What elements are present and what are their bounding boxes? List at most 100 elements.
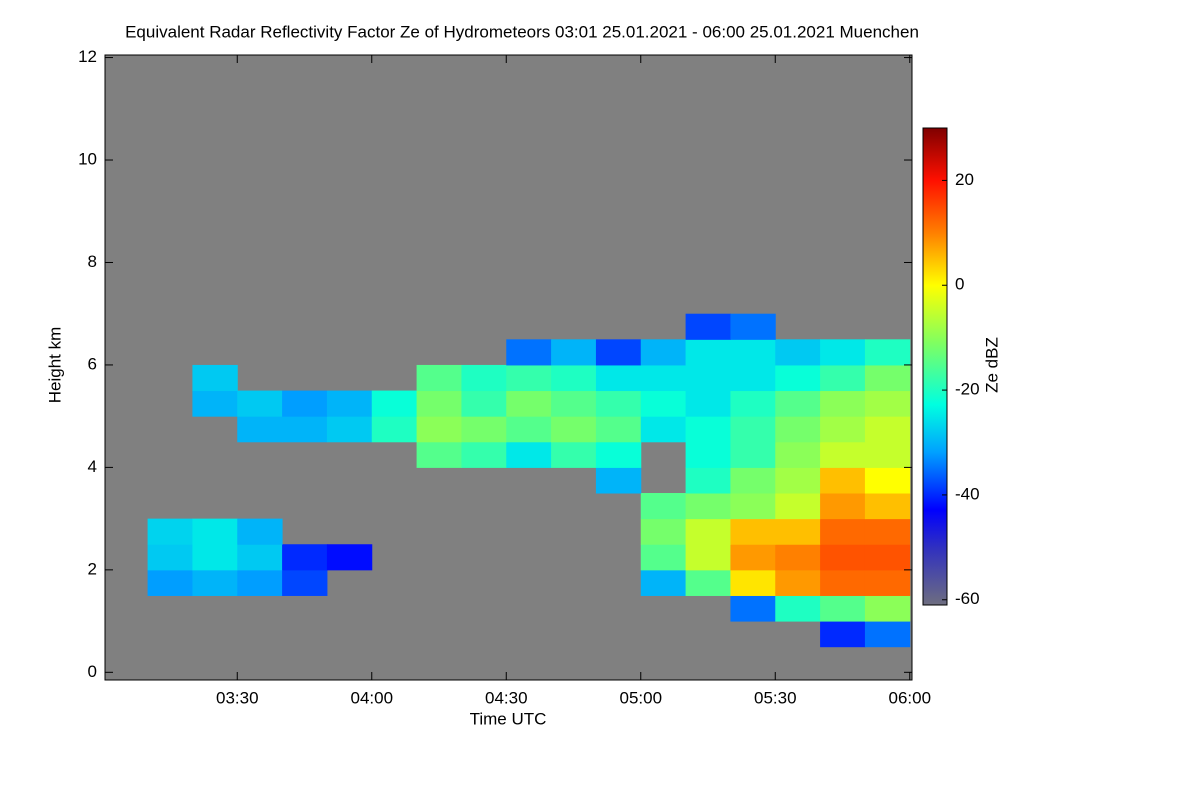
heat-cell <box>864 339 911 366</box>
heat-cell <box>685 544 731 571</box>
heat-cell <box>730 339 776 366</box>
heat-cell <box>820 569 866 596</box>
heat-cell <box>730 595 776 622</box>
heat-cell <box>640 339 687 366</box>
colorbar <box>922 127 948 606</box>
heat-cell <box>775 364 821 392</box>
heat-cell <box>864 441 911 468</box>
heat-cell <box>820 518 866 545</box>
heat-cell <box>506 390 552 417</box>
heat-cell <box>864 569 911 596</box>
heat-cell <box>506 416 552 443</box>
heat-cell <box>506 339 552 366</box>
heat-cell <box>282 544 328 571</box>
heat-cell <box>730 544 776 571</box>
heat-cell <box>237 569 283 596</box>
heat-cell <box>192 544 238 571</box>
colorbar-tick-label: -40 <box>955 484 980 503</box>
heat-cell <box>820 544 866 571</box>
colorbar-tick-label: -60 <box>955 589 980 608</box>
heat-cell <box>461 390 507 417</box>
heat-cell <box>685 569 731 596</box>
y-tick-label: 6 <box>88 354 97 373</box>
chart-title: Equivalent Radar Reflectivity Factor Ze … <box>125 22 919 41</box>
heat-cell <box>820 416 866 443</box>
y-tick-label: 10 <box>78 150 97 169</box>
heat-cell <box>820 390 866 417</box>
heat-cell <box>506 441 552 468</box>
heat-cell <box>282 416 328 443</box>
heat-cell <box>326 544 373 571</box>
heat-cell <box>730 416 776 443</box>
heat-cell <box>595 390 642 417</box>
heat-cell <box>730 313 776 340</box>
heat-cell <box>730 569 776 596</box>
x-axis-label: Time UTC <box>470 709 547 728</box>
heat-cell <box>416 390 462 417</box>
heat-cell <box>820 493 866 520</box>
heat-cell <box>371 416 418 443</box>
heat-cell <box>864 621 911 648</box>
heat-cell <box>685 518 731 545</box>
colorbar-label: Ze dBZ <box>982 337 1001 393</box>
colorbar-tick-label: 20 <box>955 170 974 189</box>
heat-cell <box>640 390 687 417</box>
heat-cell <box>820 595 866 622</box>
y-tick-label: 0 <box>88 662 97 681</box>
heat-cell <box>326 416 373 443</box>
heat-cell <box>282 569 328 596</box>
y-axis-label: Height km <box>45 327 64 404</box>
heat-cell <box>237 544 283 571</box>
heat-cell <box>326 390 373 417</box>
x-tick-label: 04:30 <box>485 688 528 707</box>
heat-cell <box>775 339 821 366</box>
heat-cell <box>864 518 911 545</box>
y-tick-label: 2 <box>88 559 97 578</box>
heat-cell <box>775 569 821 596</box>
colorbar-tick-label: 0 <box>955 275 964 294</box>
x-tick-label: 03:30 <box>216 688 259 707</box>
heat-cell <box>864 493 911 520</box>
heat-cell <box>864 390 911 417</box>
heat-cell <box>775 518 821 545</box>
heat-cell <box>730 467 776 494</box>
heat-cell <box>551 339 597 366</box>
heat-cell <box>730 441 776 468</box>
heat-cell <box>595 416 642 443</box>
heat-cell <box>775 467 821 494</box>
heat-cell <box>820 621 866 648</box>
heat-cell <box>416 364 462 392</box>
heat-cell <box>685 390 731 417</box>
heat-cell <box>685 364 731 392</box>
heat-cell <box>864 544 911 571</box>
heat-cell <box>416 416 462 443</box>
x-tick-label: 04:00 <box>350 688 393 707</box>
heat-cell <box>237 390 283 417</box>
heat-cell <box>775 544 821 571</box>
heat-cell <box>237 518 283 545</box>
heat-cell <box>820 441 866 468</box>
x-tick-label: 06:00 <box>888 688 931 707</box>
heat-cell <box>685 339 731 366</box>
x-tick-label: 05:30 <box>754 688 797 707</box>
heat-cell <box>147 569 193 596</box>
heat-cell <box>461 441 507 468</box>
heat-cell <box>864 467 911 494</box>
x-tick-label: 05:00 <box>619 688 662 707</box>
heat-cell <box>864 595 911 622</box>
heat-cell <box>775 595 821 622</box>
heat-cell <box>640 518 687 545</box>
heat-cell <box>685 493 731 520</box>
y-tick-label: 8 <box>88 252 97 271</box>
heat-cell <box>864 416 911 443</box>
heat-cell <box>640 569 687 596</box>
heat-cell <box>551 390 597 417</box>
heat-cell <box>730 493 776 520</box>
heat-cell <box>506 364 552 392</box>
heat-cell <box>730 390 776 417</box>
heat-cell <box>775 390 821 417</box>
heat-cell <box>551 416 597 443</box>
heat-cell <box>730 364 776 392</box>
heat-cell <box>192 364 238 392</box>
